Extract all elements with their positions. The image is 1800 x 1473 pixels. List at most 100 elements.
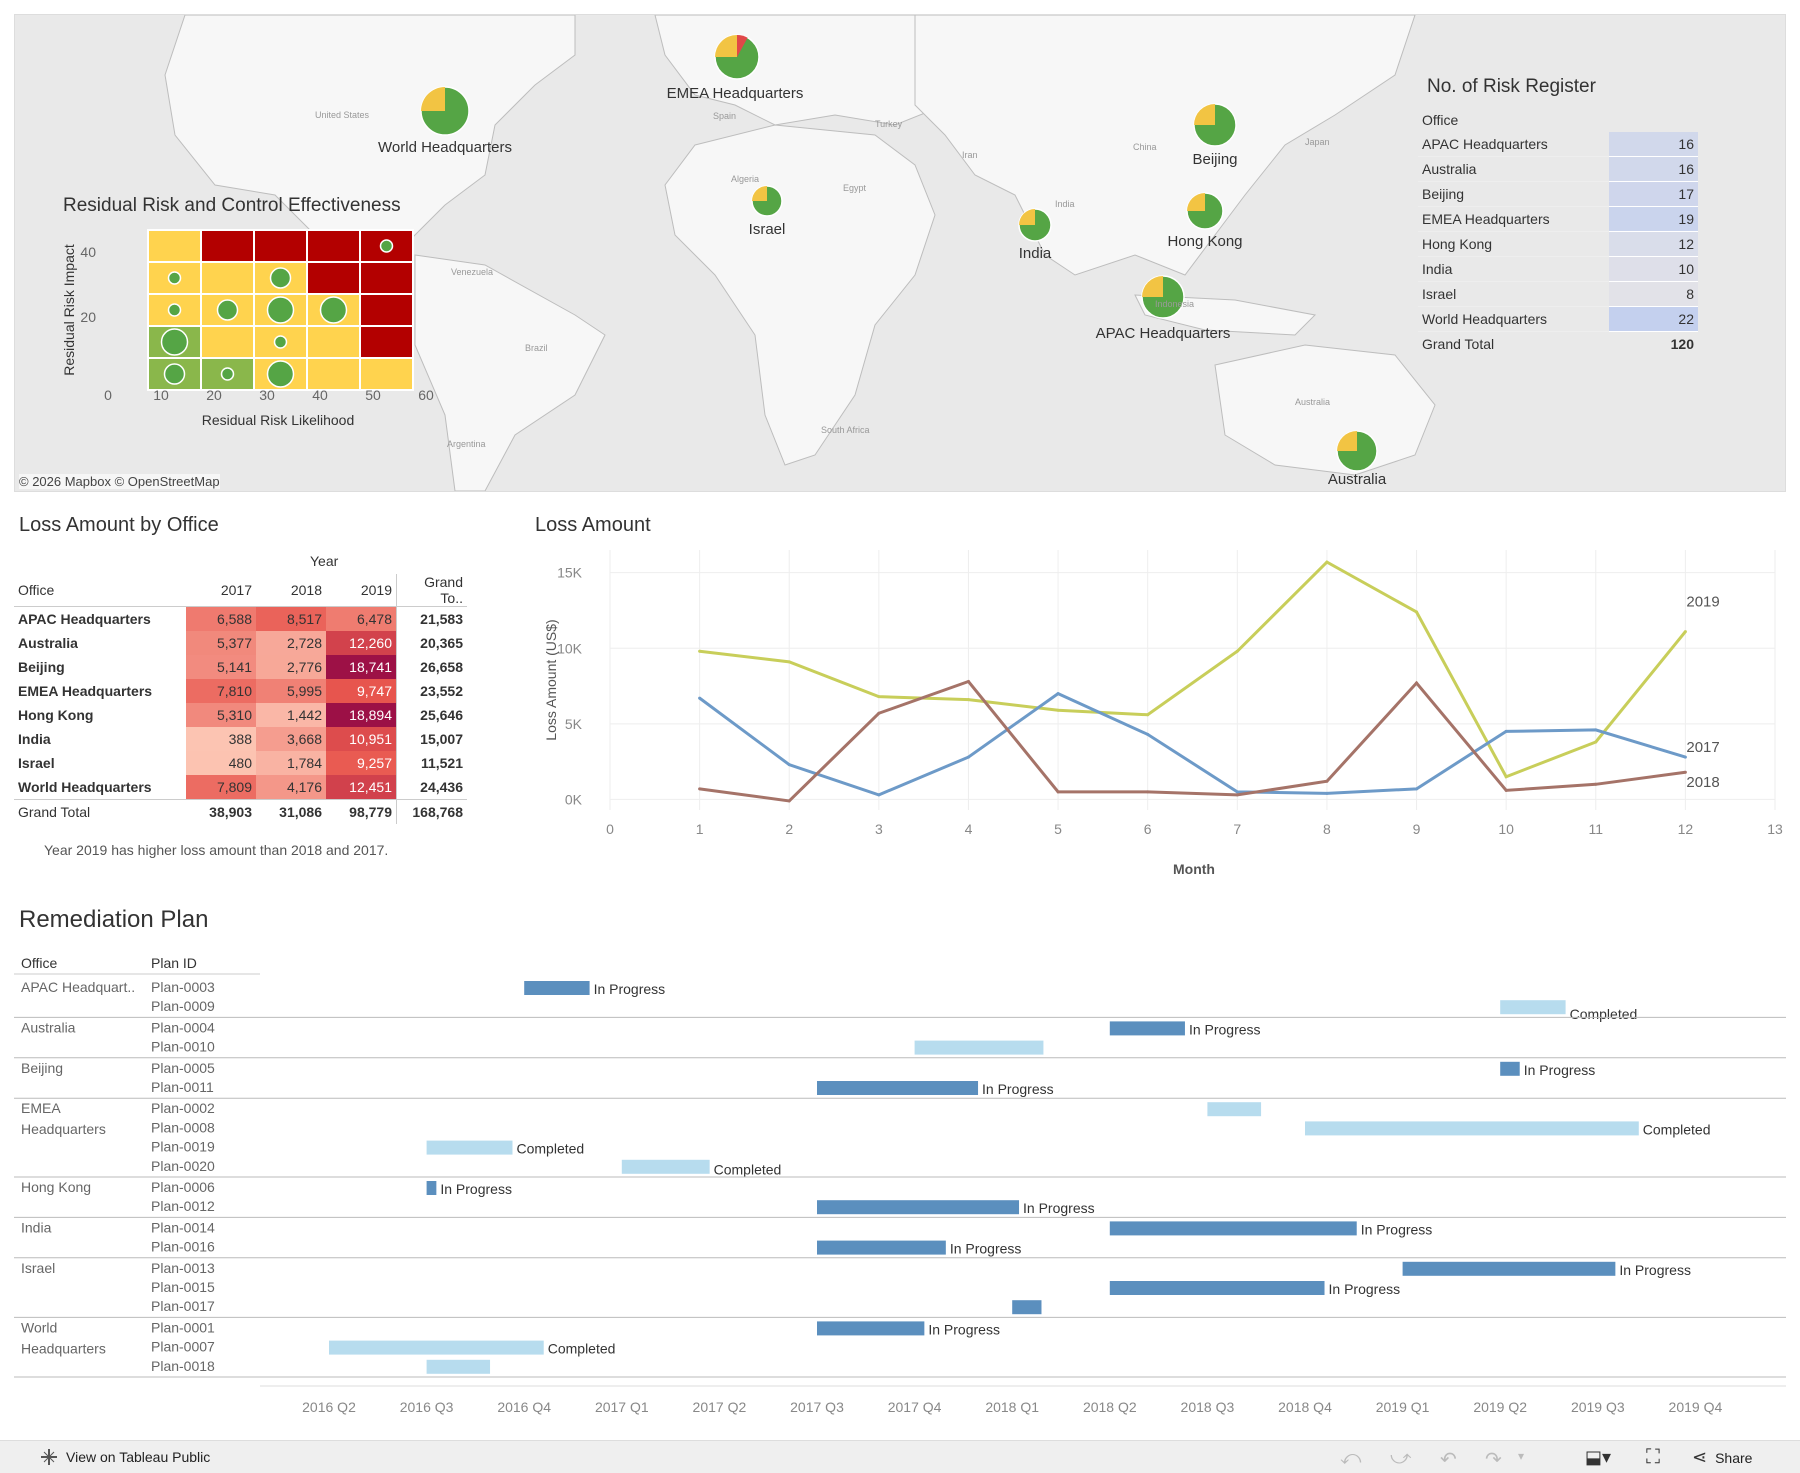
- loss-table-row[interactable]: EMEA Headquarters 7,810 5,995 9,747 23,552: [14, 679, 467, 703]
- risk-register-row[interactable]: World Headquarters 22: [1418, 306, 1698, 332]
- heatmap-x-tick: 30: [259, 387, 275, 403]
- risk-heatmap[interactable]: 0 10 20 30 40 50 60 40 20 Residual Risk Likelihoo…: [40, 220, 480, 490]
- loss-table-row[interactable]: Beijing 5,141 2,776 18,741 26,658: [14, 655, 467, 679]
- risk-register-row[interactable]: EMEA Headquarters 19: [1418, 206, 1698, 232]
- gantt-bar: [1109, 1021, 1185, 1036]
- gantt-office: Hong Kong: [21, 1179, 91, 1195]
- gantt-bar: [426, 1181, 437, 1195]
- loss-table-total: 11,521: [396, 751, 467, 775]
- gantt-status-label: In Progress: [950, 1241, 1022, 1257]
- view-on-tableau-link[interactable]: View on Tableau Public: [40, 1448, 210, 1466]
- loss-table-total: 20,365: [396, 631, 467, 655]
- map-credit[interactable]: © 2026 Mapbox © OpenStreetMap: [19, 474, 220, 489]
- line-point: [1594, 728, 1598, 732]
- download-icon[interactable]: ⬓▾: [1585, 1447, 1612, 1467]
- tableau-icon: [41, 1449, 57, 1465]
- gantt-status-label: In Progress: [440, 1181, 512, 1197]
- risk-register-row[interactable]: Israel 8: [1418, 281, 1698, 307]
- gantt-plan-id: Plan-0003: [151, 979, 215, 995]
- risk-register-row[interactable]: APAC Headquarters 16: [1418, 132, 1698, 157]
- risk-register-row[interactable]: Australia 16: [1418, 156, 1698, 182]
- risk-register-row[interactable]: Hong Kong 12: [1418, 231, 1698, 257]
- gantt-plan-id: Plan-0002: [151, 1100, 215, 1116]
- loss-table-row[interactable]: Israel 480 1,784 9,257 11,521: [14, 751, 467, 775]
- gantt-plan-id: Plan-0018: [151, 1358, 215, 1374]
- line-point: [1504, 775, 1508, 779]
- heatmap-cell: [359, 325, 414, 359]
- line-point: [877, 793, 881, 797]
- risk-register-count: 16: [1609, 132, 1698, 157]
- gantt-bar: [1109, 1221, 1357, 1236]
- gantt-bar: [426, 1140, 513, 1155]
- undo-icon[interactable]: ⤺: [1340, 1447, 1362, 1469]
- loss-table-row[interactable]: APAC Headquarters 6,588 8,517 6,478 21,583: [14, 606, 467, 631]
- remediation-gantt[interactable]: Office Plan ID APAC Headquart.. Plan-0003 In…: [0, 940, 1800, 1420]
- gantt-plan-id: Plan-0009: [151, 998, 215, 1014]
- heatmap-cell: [147, 229, 202, 263]
- gantt-x-tick: 2016 Q4: [497, 1399, 551, 1415]
- line-point: [1415, 610, 1419, 614]
- risk-register-office: EMEA Headquarters: [1418, 206, 1610, 232]
- office-label-apac-hq: APAC Headquarters: [1095, 325, 1231, 342]
- gantt-plan-id: Plan-0007: [151, 1339, 215, 1355]
- loss-table-row[interactable]: Hong Kong 5,310 1,442 18,894 25,646: [14, 703, 467, 727]
- gantt-x-tick: 2019 Q1: [1376, 1399, 1430, 1415]
- gantt-office: Beijing: [21, 1060, 63, 1076]
- gantt-bar: [1109, 1281, 1325, 1295]
- loss-table-grand-total: 98,779: [326, 799, 397, 824]
- loss-table-total: 15,007: [396, 727, 467, 751]
- loss-table-row[interactable]: Australia 5,377 2,728 12,260 20,365: [14, 631, 467, 655]
- line-series-2017: [698, 691, 1686, 797]
- office-label-india: India: [1018, 245, 1052, 262]
- line-x-label: Month: [1173, 861, 1215, 877]
- gantt-bar: [621, 1159, 710, 1174]
- loss-table-total-row: Grand Total 38,903 31,086 98,779 168,768: [14, 799, 467, 824]
- loss-table-office: India: [18, 731, 51, 747]
- risk-register-row[interactable]: Beijing 17: [1418, 181, 1698, 207]
- gantt-bar: [817, 1321, 925, 1336]
- share-button[interactable]: ⋖ Share: [1692, 1447, 1752, 1468]
- gantt-bar: [914, 1040, 1044, 1055]
- refresh-icon[interactable]: ↷: [1485, 1449, 1502, 1471]
- loss-table-cell: 5,995: [256, 679, 326, 703]
- gantt-status-label: In Progress: [1329, 1281, 1401, 1297]
- year-header: Year: [310, 553, 339, 569]
- line-point: [1415, 787, 1419, 791]
- risk-register-count: 10: [1609, 256, 1698, 282]
- risk-register-header: Office: [1418, 108, 1698, 132]
- chevron-down-icon[interactable]: ▾: [1518, 1449, 1525, 1463]
- risk-register-count: 17: [1609, 181, 1698, 207]
- country-label: India: [1055, 199, 1075, 209]
- loss-table-cell: 2,776: [256, 655, 326, 679]
- gantt-office: APAC Headquart..: [21, 979, 135, 995]
- gantt-status-label: Completed: [516, 1141, 584, 1157]
- australia-land: [1214, 344, 1436, 476]
- heatmap-cell: [359, 261, 414, 295]
- line-x-tick: 5: [1054, 821, 1062, 837]
- line-point: [698, 696, 702, 700]
- risk-register-row[interactable]: India 10: [1418, 256, 1698, 282]
- gantt-office: Headquarters: [21, 1121, 106, 1137]
- loss-table-cell: 480: [186, 751, 256, 775]
- office-pie-red: [737, 35, 748, 57]
- line-point: [698, 649, 702, 653]
- country-label: Argentina: [447, 439, 486, 449]
- redo-icon[interactable]: ⤻: [1390, 1447, 1412, 1469]
- line-y-tick: 5K: [565, 716, 583, 732]
- gantt-x-tick: 2017 Q3: [790, 1399, 844, 1415]
- loss-table-col-header: 2018: [256, 574, 326, 607]
- africa-land: [664, 124, 936, 466]
- heatmap-bubble: [379, 239, 394, 253]
- revert-icon[interactable]: ↶: [1440, 1449, 1457, 1471]
- line-series-label: 2018: [1686, 774, 1719, 791]
- heatmap-bubble: [220, 367, 235, 381]
- office-pie-yellow: [1194, 104, 1215, 125]
- tableau-footer: View on Tableau Public ⤺ ⤻ ↶ ↷ ▾ ⬓▾ ⛶ ⋖ …: [0, 1440, 1800, 1473]
- loss-table-row[interactable]: World Headquarters 7,809 4,176 12,451 24,436: [14, 775, 467, 800]
- loss-table-office: Hong Kong: [18, 707, 94, 723]
- fullscreen-icon[interactable]: ⛶: [1646, 1446, 1660, 1468]
- loss-table-cell: 6,588: [186, 606, 256, 631]
- loss-table-row[interactable]: India 388 3,668 10,951 15,007: [14, 727, 467, 751]
- loss-table-cell: 18,894: [326, 703, 397, 727]
